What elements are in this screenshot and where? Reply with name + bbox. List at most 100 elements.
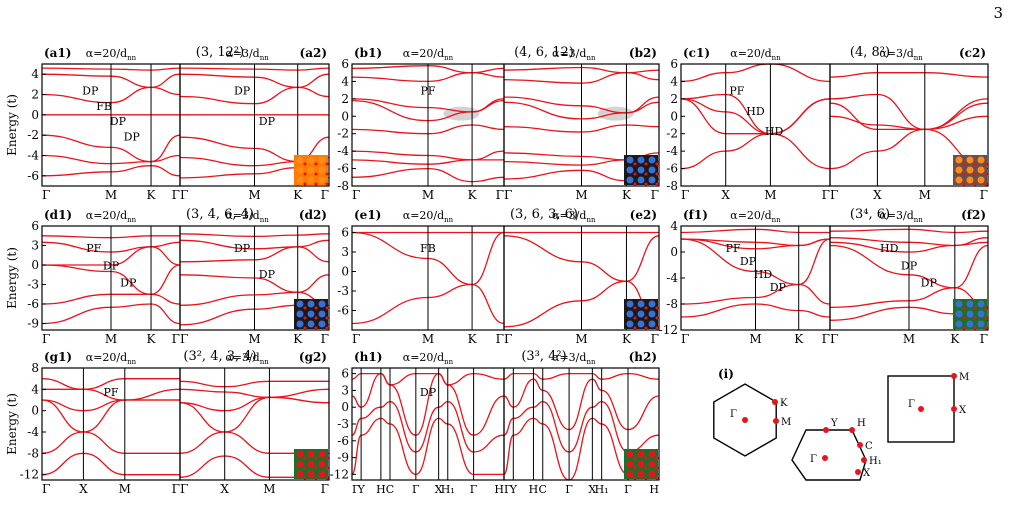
kpoint-label: Γ xyxy=(321,482,329,496)
kpoint-label: X xyxy=(721,188,730,202)
inset-site xyxy=(626,470,634,478)
y-tick-label: 0 xyxy=(670,245,678,259)
band-line xyxy=(829,93,989,131)
panel-frame xyxy=(351,367,505,481)
inset-site xyxy=(314,162,318,166)
lattice-inset xyxy=(294,299,329,330)
y-tick-label: -4 xyxy=(666,144,678,158)
inset-site xyxy=(955,156,963,164)
inset-site xyxy=(644,182,648,186)
panel-g1: Γ X M Γ 8 4 0 -4 -8 -12 (g1) PF xyxy=(20,350,181,496)
y-tick-label: -4 xyxy=(27,149,39,163)
inset-site xyxy=(973,162,977,166)
y-tick-label: 4 xyxy=(31,382,39,396)
inset-site xyxy=(325,456,329,460)
inset-site xyxy=(307,320,315,328)
band-line xyxy=(41,165,181,177)
kpoint-label: Γ xyxy=(42,482,50,496)
inset-site xyxy=(626,450,634,458)
band-line xyxy=(179,73,330,89)
inset-site xyxy=(637,460,645,468)
inset-site xyxy=(655,476,659,480)
band-line xyxy=(351,150,505,161)
panel-a2: Γ M K Γ (a2) DP DP xyxy=(179,46,330,202)
inset-site xyxy=(648,300,656,308)
kpoint-label: M xyxy=(422,332,434,346)
lattice-label-d: (3, 4, 6, 4) xyxy=(186,207,254,222)
inset-site xyxy=(973,182,977,186)
y-tick-label: -9 xyxy=(27,317,39,331)
inset-site xyxy=(318,156,326,164)
lattice-label-c: (4, 8²) xyxy=(850,45,890,60)
inset-site xyxy=(655,162,659,166)
inset-site xyxy=(962,326,966,330)
band-line xyxy=(680,63,831,83)
y-tick-label: 6 xyxy=(670,57,678,71)
band-line xyxy=(41,399,180,412)
inset-site xyxy=(296,450,304,458)
band-line xyxy=(829,228,989,234)
y-tick-label: -6 xyxy=(337,434,349,448)
inset-site xyxy=(644,316,648,320)
alpha-label: α=3/dnn xyxy=(225,47,269,62)
kpoint-label: M xyxy=(575,188,587,202)
y-tick-label: -9 xyxy=(337,451,349,465)
inset-site xyxy=(318,320,326,328)
inset-site xyxy=(655,456,659,460)
y-tick-label: 0 xyxy=(31,404,39,418)
inset-site xyxy=(655,466,659,470)
y-tick-label: 2 xyxy=(670,92,678,106)
inset-site xyxy=(955,166,963,174)
band-line xyxy=(829,128,989,170)
inset-site xyxy=(307,460,315,468)
inset-site xyxy=(966,156,974,164)
band-line xyxy=(41,67,181,71)
kpoint-label: M xyxy=(248,332,260,346)
annotation-hd: HD xyxy=(765,125,784,138)
band-line xyxy=(503,124,660,133)
inset-site xyxy=(637,320,645,328)
panel-d2: Γ M K Γ (d2) DP DP xyxy=(179,208,330,346)
bz-point xyxy=(773,418,779,424)
inset-site xyxy=(637,450,645,458)
annotation-pf: PF xyxy=(729,85,744,98)
annotation-fb: FB xyxy=(420,242,436,255)
lattice-inset xyxy=(624,155,659,186)
kpoint-label: H xyxy=(376,483,386,496)
kpoint-label: Γ xyxy=(496,188,504,202)
kpoint-label: Γ xyxy=(504,188,512,202)
y-tick-label: 6 xyxy=(341,57,349,71)
y-tick-label: 0 xyxy=(341,400,349,414)
inset-site xyxy=(644,456,648,460)
y-tick-label: 0 xyxy=(341,265,349,279)
inset-site xyxy=(626,320,634,328)
panel-label-c1: (c1) xyxy=(683,46,710,60)
annotation-pf: PF xyxy=(103,386,118,399)
annotation-dp: DP xyxy=(259,115,276,128)
inset-site xyxy=(973,316,977,320)
band-line xyxy=(179,246,330,263)
y-tick-label: -3 xyxy=(337,417,349,431)
annotation-hd: HD xyxy=(746,105,765,118)
band-line xyxy=(829,115,989,131)
annotation-dp: DP xyxy=(120,277,137,290)
inset-site xyxy=(307,176,315,184)
band-line xyxy=(680,238,831,286)
y-tick-label: -4 xyxy=(337,144,349,158)
inset-site xyxy=(655,306,659,310)
inset-site xyxy=(977,310,985,318)
lattice-label-h: (3³, 4²) xyxy=(521,349,566,364)
alpha-label: α=20/dnn xyxy=(730,209,781,224)
panel-e2: Γ M K Γ (e2) xyxy=(503,208,660,346)
inset-site xyxy=(984,316,988,320)
alpha-label: α=3/dnn xyxy=(225,351,269,366)
band-line xyxy=(829,287,989,308)
inset-site xyxy=(637,166,645,174)
band-line xyxy=(179,380,329,388)
annotation-dp: DP xyxy=(740,255,757,268)
annotation-dp: DP xyxy=(103,259,120,272)
band-line xyxy=(179,86,330,105)
inset-site xyxy=(648,450,656,458)
